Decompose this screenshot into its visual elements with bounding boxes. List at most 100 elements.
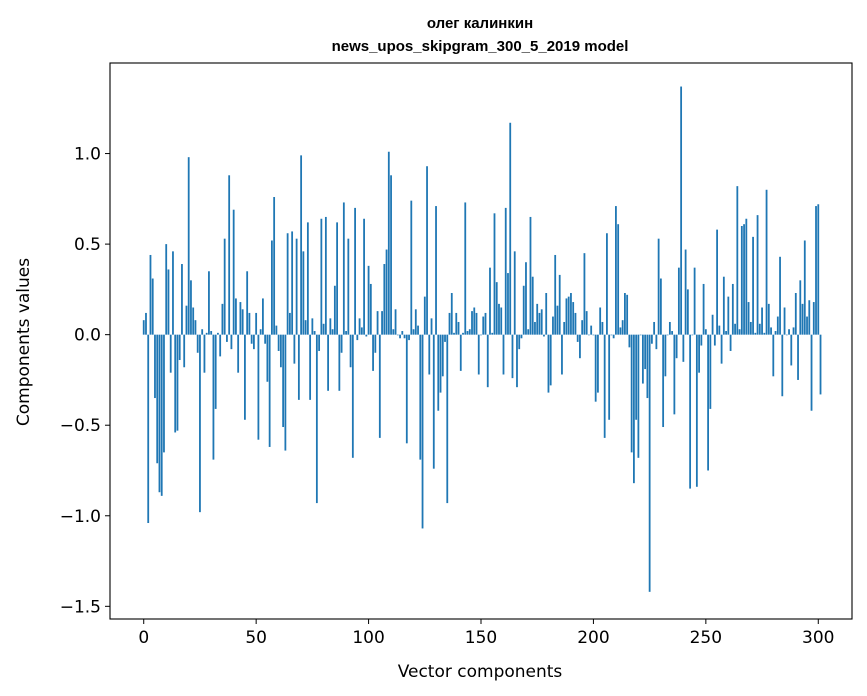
bar (149, 254, 152, 335)
bar (320, 218, 323, 335)
bar (246, 271, 249, 335)
bar (480, 334, 482, 336)
bar (329, 318, 332, 335)
bar (547, 334, 550, 393)
bar (230, 334, 233, 350)
bar (637, 334, 640, 458)
bar (435, 206, 437, 335)
bar (673, 334, 676, 415)
bar (471, 311, 473, 335)
bar (606, 233, 608, 335)
chart-title: олег калинкин (427, 15, 533, 32)
bar (693, 267, 696, 335)
bar (282, 334, 285, 428)
bar (516, 334, 518, 388)
bar (302, 251, 305, 335)
bar (536, 303, 539, 335)
x-axis-label: Vector components (398, 662, 563, 682)
bar (495, 282, 498, 335)
y-tick-label: 1.0 (74, 145, 101, 165)
bar (473, 307, 476, 335)
bar (297, 334, 300, 400)
bar (583, 253, 586, 335)
bar (817, 204, 820, 335)
bar (185, 305, 188, 335)
bar (650, 334, 653, 344)
bar (664, 334, 667, 377)
bar (142, 320, 145, 335)
bar (812, 302, 815, 335)
bar (686, 289, 689, 335)
bar (403, 334, 406, 339)
bar (158, 334, 161, 493)
bar (720, 334, 723, 364)
bar (819, 334, 822, 395)
bar (615, 206, 617, 335)
bar (300, 155, 303, 335)
bar (657, 238, 660, 335)
bar (704, 329, 707, 335)
bar (702, 283, 705, 335)
y-tick-label: −1.5 (60, 597, 101, 617)
bar (313, 331, 316, 335)
bar (309, 334, 312, 400)
bar (192, 307, 195, 335)
bar (797, 334, 799, 380)
bar (666, 334, 669, 336)
bar (360, 327, 363, 335)
bar (223, 238, 226, 335)
bar (288, 312, 291, 335)
bar (327, 334, 329, 391)
y-tick-label: 0.5 (74, 235, 101, 255)
bar (387, 151, 390, 335)
bar (655, 334, 658, 350)
bar (745, 218, 748, 335)
bar (437, 334, 440, 411)
bar (675, 334, 678, 359)
bar (633, 334, 635, 484)
bar (590, 325, 593, 335)
bar (731, 283, 734, 335)
bar (790, 334, 793, 366)
x-tick-label: 0 (138, 628, 149, 648)
bar (484, 312, 487, 335)
bar (592, 334, 595, 336)
bar (468, 329, 471, 335)
bar (401, 331, 404, 335)
bar (466, 331, 469, 335)
chart-subtitle: news_upos_skipgram_300_5_2019 model (332, 38, 629, 55)
bar (585, 311, 588, 335)
bar (581, 320, 584, 335)
bar (450, 293, 453, 335)
bar (738, 329, 741, 335)
bar (597, 334, 599, 393)
plot-frame (109, 62, 853, 620)
bar (774, 331, 777, 335)
bar (671, 331, 674, 335)
bar (268, 334, 271, 447)
bar (599, 307, 602, 335)
bar (668, 321, 671, 335)
bar (154, 334, 156, 399)
bar (304, 320, 307, 335)
bar (788, 329, 790, 335)
x-tick-label: 300 (802, 628, 834, 648)
bar (509, 122, 512, 335)
bar (453, 332, 455, 335)
bar (286, 233, 289, 335)
bar (399, 334, 401, 339)
bar (588, 334, 590, 336)
y-tick-label: −1.0 (60, 507, 101, 527)
bar (311, 318, 314, 335)
bar (147, 334, 150, 524)
bar (662, 334, 665, 428)
bar (178, 334, 181, 361)
bar (163, 334, 165, 453)
bar (794, 293, 797, 335)
bar (208, 271, 210, 335)
x-axis: 0 50 100 150 200 250 300 (138, 619, 834, 648)
bar (500, 307, 503, 335)
bar (219, 334, 222, 357)
bar (734, 323, 736, 335)
bar (628, 334, 631, 348)
